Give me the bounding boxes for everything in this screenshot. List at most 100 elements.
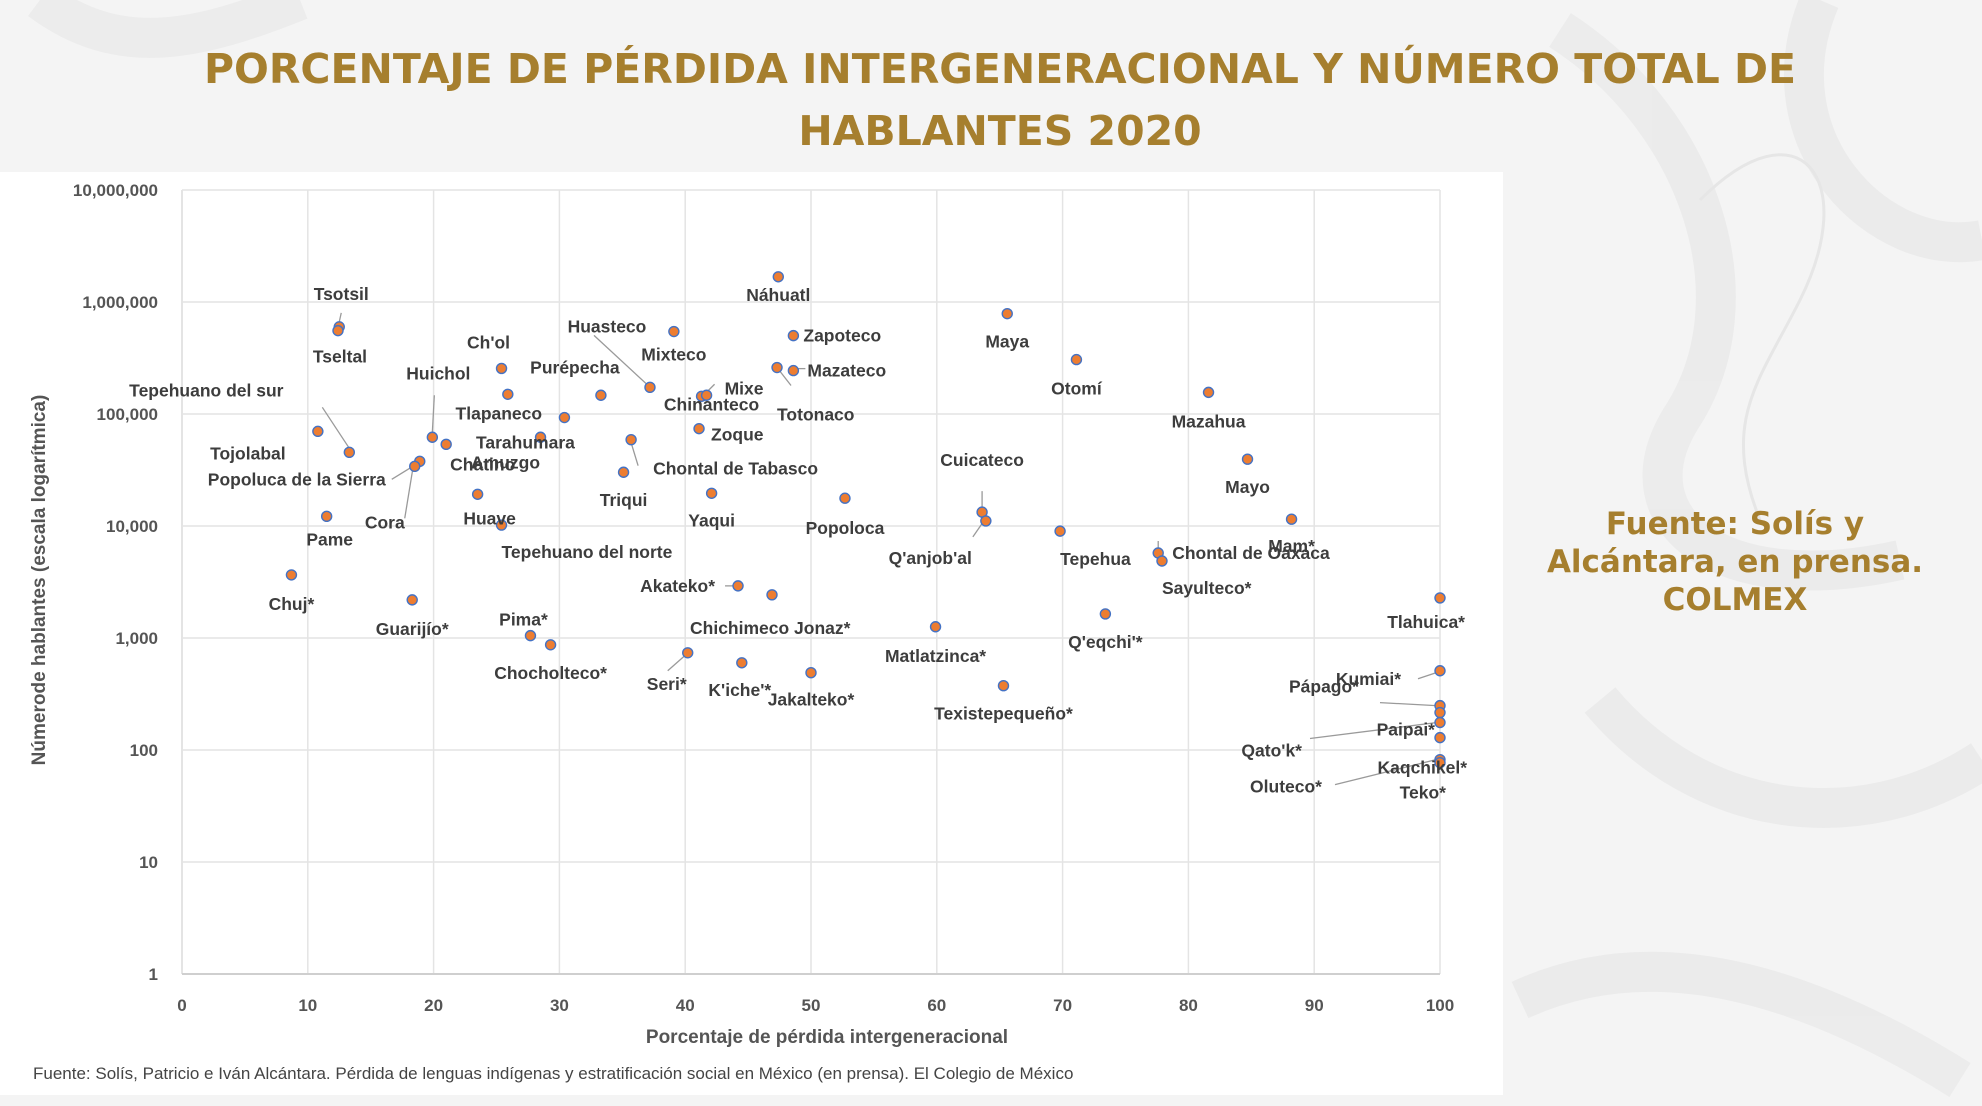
data-label: Tseltal: [313, 347, 367, 367]
data-point: [772, 271, 784, 283]
y-tick-label: 100,000: [97, 405, 158, 424]
data-point: [343, 446, 356, 459]
data-label: Akateko*: [640, 576, 715, 596]
data-point: [495, 519, 508, 531]
data-point: [409, 460, 421, 473]
data-label: Chichimeco Jonaz*: [690, 618, 851, 638]
data-point: [332, 324, 344, 337]
data-point: [534, 431, 547, 443]
data-label: Chinanteco: [664, 394, 759, 414]
source-note-line-1: Fuente: Solís y: [1605, 506, 1865, 542]
data-point: [693, 422, 705, 435]
data-point: [285, 569, 298, 581]
x-tick-label: 20: [424, 996, 443, 1015]
page-title: PORCENTAJE DE PÉRDIDA INTERGENERACIONAL …: [60, 38, 1940, 162]
x-tick-label: 70: [1053, 996, 1072, 1015]
data-point: [1285, 513, 1298, 525]
data-label: Zoque: [711, 425, 764, 445]
leader-line: [404, 469, 414, 519]
data-label: Sayulteco*: [1162, 578, 1252, 598]
scatter-chart: 0 10 20 30 40 50 60 70 80 90 100 1101001,00010,000…: [29, 181, 1467, 1048]
data-point: [471, 488, 484, 500]
x-tick-label: 60: [927, 996, 946, 1015]
data-label: Mixteco: [641, 345, 706, 365]
leader-line: [1379, 701, 1437, 707]
y-tick-label: 10: [139, 853, 158, 872]
data-label: Cora: [365, 512, 405, 532]
x-tick-label: 10: [298, 996, 317, 1015]
data-point: [997, 680, 1010, 692]
data-label: Q'eqchi'*: [1068, 632, 1143, 652]
source-note-line-2: Alcántara, en prensa.: [1546, 544, 1924, 580]
data-label: Purépecha: [530, 357, 620, 377]
data-point: [1434, 706, 1446, 719]
data-point: [732, 580, 744, 592]
title-line-2: HABLANTES 2020: [798, 107, 1202, 155]
data-point: [1434, 716, 1446, 729]
data-point: [426, 431, 439, 443]
leader-line: [321, 406, 350, 449]
data-point: [1001, 307, 1013, 320]
data-point: [682, 647, 694, 659]
data-label: Tepehuano del norte: [502, 542, 673, 562]
y-tick-label: 10,000,000: [73, 181, 158, 200]
data-label: Triqui: [600, 490, 648, 510]
data-label: Tlahuica*: [1387, 612, 1465, 632]
data-label: Mam*: [1268, 536, 1315, 556]
data-label: Guarijío*: [376, 619, 449, 639]
x-tick-label: 80: [1179, 996, 1198, 1015]
leader-lines: [321, 312, 1438, 786]
data-label: Kaqchikel*: [1378, 758, 1468, 778]
data-label: Chuj*: [269, 594, 315, 614]
x-tick-label: 30: [550, 996, 569, 1015]
data-label: Tepehua: [1060, 549, 1131, 569]
y-tick-label: 100: [130, 741, 158, 760]
leader-line: [1334, 759, 1437, 786]
data-labels: Tsotsil Tseltal Tojolabal Tepehuano del sur…: [129, 284, 1467, 803]
data-label: Qato'k*: [1241, 741, 1302, 761]
data-label: Seri*: [647, 674, 687, 694]
x-axis-ticks: 0 10 20 30 40 50 60 70 80 90 100: [177, 996, 1454, 1015]
data-label: Mixe: [725, 378, 764, 398]
data-label: Zapoteco: [803, 326, 881, 346]
source-note: Fuente: Solís y Alcántara, en prensa. CO…: [1505, 505, 1965, 619]
data-label: Totonaco: [777, 405, 854, 425]
data-point: [1434, 592, 1446, 604]
data-point: [1099, 608, 1112, 620]
data-point: [440, 438, 452, 451]
data-label: Chontal de Oaxaca: [1172, 543, 1330, 563]
data-points: [285, 271, 1446, 769]
data-label: Maya: [985, 332, 1029, 352]
data-point: [1241, 453, 1254, 465]
data-point: [558, 411, 571, 424]
data-label: Chatino: [450, 454, 515, 474]
leader-line: [667, 655, 686, 672]
data-point: [705, 487, 718, 499]
y-axis-title: Númerode hablantes (escala logarítmica): [29, 395, 50, 766]
data-label: Popoloca: [806, 518, 885, 538]
data-label: Matlatzinca*: [885, 646, 986, 666]
y-tick-label: 1: [149, 965, 158, 984]
x-tick-label: 40: [676, 996, 695, 1015]
data-label: Amuzgo: [471, 452, 540, 472]
data-point: [805, 666, 817, 679]
data-label: Mayo: [1225, 477, 1270, 497]
data-label: Tepehuano del sur: [129, 380, 283, 400]
data-point: [625, 433, 637, 446]
data-label: Náhuatl: [746, 285, 810, 305]
data-label: Huasteco: [568, 316, 647, 336]
data-label: Chocholteco*: [494, 663, 607, 683]
data-label: Popoluca de la Sierra: [208, 469, 386, 489]
data-point: [1054, 525, 1066, 537]
data-label: Paipai*: [1377, 720, 1436, 740]
x-tick-label: 90: [1305, 996, 1324, 1015]
leader-line: [593, 334, 649, 386]
data-point: [524, 629, 537, 642]
data-label: Jakalteko*: [768, 690, 855, 710]
data-label: Texistepequeño*: [934, 704, 1073, 724]
y-tick-label: 1,000,000: [82, 293, 158, 312]
data-point: [839, 492, 851, 504]
data-label: Tojolabal: [210, 443, 286, 463]
data-label: Pima*: [499, 610, 548, 630]
